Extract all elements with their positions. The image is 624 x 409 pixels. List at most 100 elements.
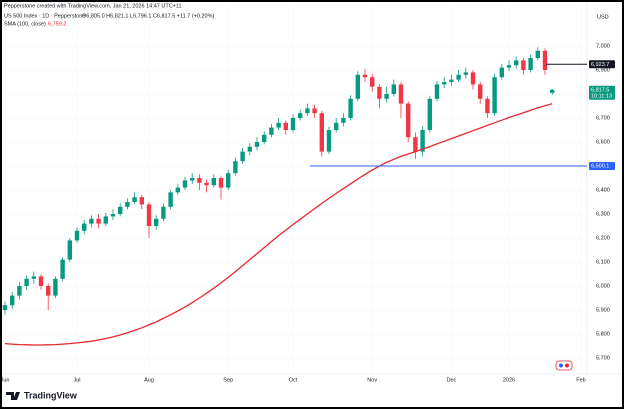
y-tick-label: 7,000 [596,43,610,49]
candle-body [298,113,303,118]
candle-body [53,278,58,296]
candle-body [139,197,144,205]
candle-body [24,278,29,286]
candle-body [355,74,360,99]
candle-body [449,79,454,82]
candle-body [362,74,368,78]
candle-body [110,214,116,217]
candle-body [2,305,8,310]
candle-body [319,113,324,152]
x-tick-label: Aug [144,377,154,383]
candle-body [506,65,512,68]
candle-body [17,286,22,296]
candle-body [276,122,281,128]
candle-body [485,98,490,114]
candle-body [528,58,533,70]
candle-body [211,178,216,186]
candle-body [542,50,548,70]
candle-body [535,50,540,58]
candle-body [406,103,411,138]
candle-body [74,230,80,241]
candle-body [384,94,389,99]
y-tick-label: 5,900 [596,307,610,313]
candle-body [38,276,44,286]
y-tick-label: 6,100 [596,259,610,265]
candle-body [60,259,65,279]
candle-body [168,192,173,207]
candle-body [341,118,346,123]
candle-body [96,218,101,224]
countdown: 10:11:13 [591,93,612,99]
candle-body [226,173,231,188]
candle-body [420,130,425,152]
candle-body [67,240,72,260]
x-tick-label: Dec [447,377,457,383]
candle-body [456,74,461,80]
candle-body [154,218,159,226]
candle-body [348,98,353,118]
candle-body [442,82,447,85]
last-price-tag [589,85,615,100]
y-tick-label: 6,900 [596,67,610,73]
candle-body [492,77,497,114]
candle-body [103,216,108,224]
y-tick-label: 6,200 [596,235,610,241]
candle-body [550,89,555,93]
candle-body [470,72,476,85]
level-label: 6,500.1 [591,163,609,169]
candle-body [427,98,432,130]
x-tick-label: Feb [576,377,585,383]
candle-body [247,146,252,152]
candle-body [377,86,382,99]
candle-body [269,127,274,135]
candle-body [132,197,137,202]
x-tick-label: Sep [223,377,233,383]
candle-body [146,204,152,226]
last-price-label: 6,817.5 [591,87,609,93]
candle-body [262,134,267,142]
candle-body [10,295,15,306]
sma-line [4,103,553,346]
brand: TradingView [24,390,78,400]
y-tick-label: 6,400 [596,187,610,193]
candle-body [197,178,202,183]
candle-body [254,142,260,147]
x-tick-label: 2026 [503,377,515,383]
x-tick-label: Jul [73,377,80,383]
candle-body [190,178,195,181]
candle-body [521,60,526,70]
x-tick-label: Jun [1,377,10,383]
candle-body [305,108,310,114]
candle-body [391,84,396,94]
candle-body [398,84,404,104]
brand-logo: TradingView [6,390,78,400]
candle-body [204,182,209,186]
candle-body [283,122,288,130]
candle-body [434,84,440,99]
candle-body [161,206,166,219]
y-tick-label: 6,000 [596,283,610,289]
y-tick-label: 6,600 [596,139,610,145]
candle-body [499,67,504,78]
level-tag [589,161,615,170]
currency: USD [597,14,609,20]
candle-body [514,60,519,66]
candle-body [118,206,123,214]
x-tick-label: Oct [289,377,298,383]
candle-body [82,223,87,231]
candle-body [175,187,180,193]
plot [2,47,587,346]
level-tag [589,60,615,69]
level-label: 6,923.7 [591,62,609,68]
credit: Pepperstone created with TradingView.com… [4,3,182,9]
candle-body [312,108,317,114]
ohlc: O6,805.0 H6,821.1 L6,796.1 C6,817.5 +11.… [82,13,214,19]
candle-body [89,218,94,224]
candle-body [182,180,188,188]
candle-body [31,276,36,279]
candle-body [463,72,468,75]
candle-body [233,161,238,174]
candle-body [478,84,483,99]
